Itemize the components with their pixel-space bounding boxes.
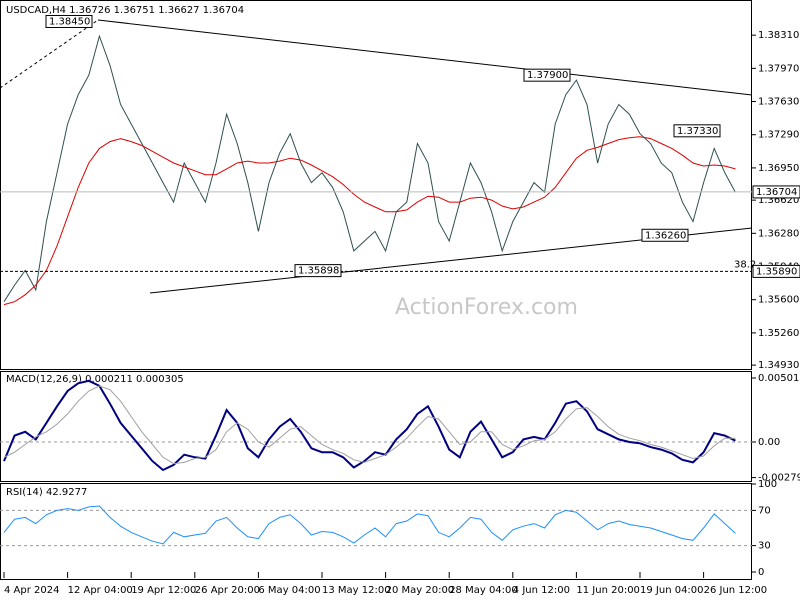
- x-tick-label: 26 Jun 12:00: [704, 585, 768, 596]
- x-tick-label: 13 May 12:00: [322, 585, 391, 596]
- y-tick-label: 1.36620: [758, 195, 799, 206]
- y-tick-label: 70: [758, 505, 771, 516]
- rsi-title: RSI(14) 42.9277: [6, 487, 87, 498]
- annotation-label: 1.37900: [527, 70, 568, 81]
- x-tick-label: 26 Apr 20:00: [195, 585, 260, 596]
- annotation-box: [523, 68, 571, 82]
- series-line: [3, 34, 736, 302]
- annotation-label: 1.37330: [677, 126, 718, 137]
- y-tick-label: 1.38310: [758, 30, 799, 41]
- x-tick-label: 20 May 20:00: [386, 585, 455, 596]
- y-tick-label: 1.37630: [758, 97, 799, 108]
- level-note: 38.2: [734, 259, 756, 270]
- y-tick-label: 0: [758, 567, 764, 578]
- y-tick-label: 1.34930: [758, 360, 799, 371]
- y-tick-label: 1.37290: [758, 130, 799, 141]
- x-tick-label: 19 Jun 04:00: [640, 585, 704, 596]
- series-line: [3, 379, 736, 472]
- series-line: [3, 385, 736, 465]
- y-tick-label: 30: [758, 541, 771, 552]
- level-label: 1.35890: [756, 266, 797, 277]
- y-tick-label: 0.00: [758, 437, 780, 448]
- y-tick-label: 1.35260: [758, 328, 799, 339]
- trend-line: [0, 19, 99, 89]
- y-tick-label: 1.35600: [758, 295, 799, 306]
- y-tick-label: 1.36280: [758, 228, 799, 239]
- annotation-box: [294, 264, 342, 278]
- y-tick-label: 1.36950: [758, 163, 799, 174]
- annotation-label: 1.38450: [49, 16, 90, 27]
- x-tick-label: 6 May 04:00: [258, 585, 320, 596]
- annotation-label: 1.35898: [298, 266, 339, 277]
- y-tick-label: -0.002795: [758, 473, 800, 484]
- x-tick-label: 28 May 04:00: [449, 585, 518, 596]
- price-label: 1.36704: [756, 187, 797, 198]
- y-tick-label: 100: [758, 479, 777, 490]
- trend-line: [97, 19, 753, 96]
- x-tick-label: 12 Apr 04:00: [68, 585, 133, 596]
- x-tick-label: 4 Jun 12:00: [513, 585, 570, 596]
- level-box: [752, 264, 800, 278]
- series-line: [3, 136, 736, 306]
- annotation-label: 1.36260: [645, 230, 686, 241]
- y-tick-label: 0.005018: [758, 373, 800, 384]
- annotation-box: [45, 14, 93, 28]
- chart-title: USDCAD,H4 1.36726 1.36751 1.36627 1.3670…: [6, 5, 244, 16]
- macd-panel: [0, 371, 752, 482]
- x-tick-label: 4 Apr 2024: [4, 585, 59, 596]
- rsi-panel: [0, 483, 752, 580]
- annotation-box: [641, 228, 689, 242]
- annotation-box: [673, 124, 721, 138]
- x-tick-label: 19 Apr 12:00: [131, 585, 196, 596]
- price-box: [752, 185, 800, 199]
- main-panel: [0, 0, 752, 370]
- series-line: [3, 505, 736, 545]
- macd-title: MACD(12,26,9) 0.000211 0.000305: [6, 374, 184, 385]
- x-tick-label: 11 Jun 20:00: [576, 585, 640, 596]
- y-tick-label: 1.37970: [758, 63, 799, 74]
- watermark: ActionForex.com: [395, 295, 578, 320]
